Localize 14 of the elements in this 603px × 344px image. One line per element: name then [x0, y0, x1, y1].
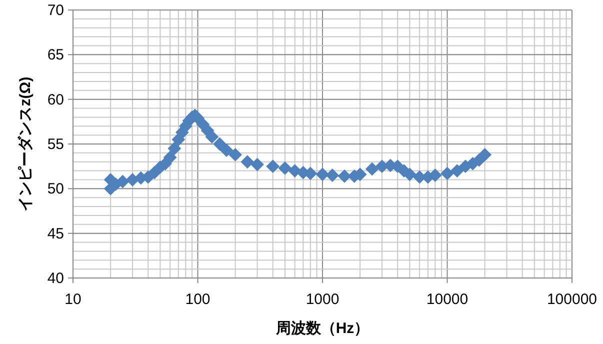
x-tick-label: 1000	[306, 291, 340, 308]
y-tick-label: 55	[47, 136, 64, 153]
x-tick-label: 100	[185, 291, 210, 308]
y-tick-label: 70	[47, 2, 64, 19]
y-tick-label: 65	[47, 46, 64, 64]
y-tick-label: 50	[47, 180, 64, 198]
y-tick-label: 45	[47, 225, 64, 242]
y-tick-label: 40	[47, 270, 64, 287]
x-axis-title: 周波数（Hz）	[274, 320, 370, 337]
y-tick-label: 60	[47, 91, 64, 108]
x-tick-label: 10000	[426, 291, 468, 308]
x-tick-label: 100000	[546, 291, 598, 308]
x-tick-label: 10	[64, 291, 82, 308]
y-axis-title: インピーダンスz(Ω)	[17, 76, 34, 212]
